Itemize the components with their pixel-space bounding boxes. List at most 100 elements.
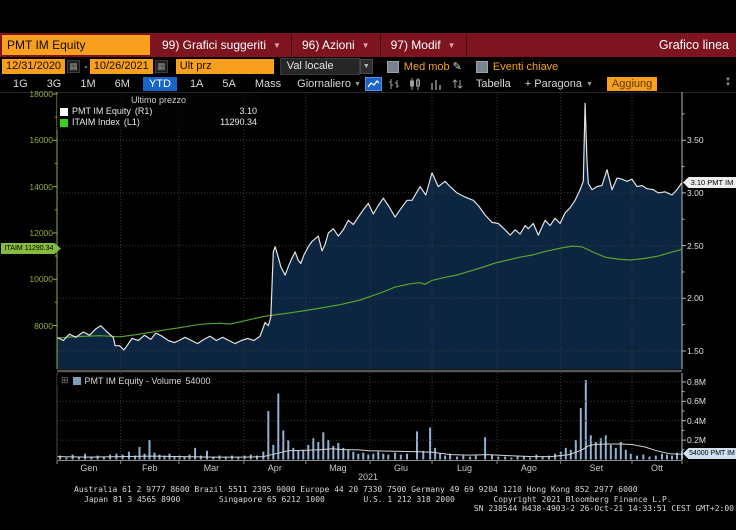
price-field-select[interactable]: Ult prz [175, 59, 274, 74]
x-axis-month-label: Lug [456, 463, 473, 473]
y-axis-left-tick-label: 8000 [34, 320, 53, 331]
up-down-arrows-icon[interactable] [449, 77, 466, 91]
x-axis-month-label: Ago [520, 463, 537, 473]
med-mob-label: Med mob [403, 60, 450, 73]
frequency-label: Giornaliero [297, 78, 351, 90]
range-button-mass[interactable]: Mass [254, 78, 282, 90]
y-axis-right-tick-label: 2.00 [687, 293, 704, 304]
main-chart-legend: Ultimo prezzo PMT IM Equity (R1) 3.10 IT… [57, 94, 261, 130]
eventi-chiave-checkbox[interactable] [475, 60, 488, 73]
price-last-value-badge: 3.10 PMT IM [683, 177, 736, 188]
index-series-name: ITAIM Index [72, 117, 120, 127]
med-mob-checkbox[interactable] [386, 60, 399, 73]
bar-chart-icon[interactable] [428, 77, 445, 91]
x-axis-month-label: Giu [394, 463, 409, 473]
chevron-down-icon: ▼ [585, 80, 593, 88]
y-axis-left-tick-label: 18000 [29, 89, 53, 99]
footer: Australia 61 2 9777 8600 Brazil 5511 239… [0, 485, 736, 514]
ohlc-chart-icon[interactable] [386, 77, 403, 91]
calendar-icon[interactable]: ▦ [154, 60, 168, 73]
x-axis-month-label: Ott [650, 463, 664, 473]
tabella-button[interactable]: Tabella [475, 78, 511, 90]
index-last-value-badge: ITAIM 11290.34 [1, 243, 61, 254]
footer-session-info: SN 238544 H438-4903-2 26-Oct-21 14:33:51… [473, 504, 734, 513]
menu-item[interactable]: 96) Azioni ▼ [292, 33, 381, 57]
volume-axis-tick-label: 0.2M [687, 435, 706, 446]
chevron-down-icon: ▼ [361, 40, 370, 50]
expand-toolbar-icon[interactable]: ▼ ▼ [725, 77, 731, 88]
y-axis-right-tick-label: 1.50 [687, 346, 704, 356]
chevron-down-icon[interactable]: ▼ [359, 59, 373, 74]
paragona-label: + Paragona [524, 78, 582, 90]
x-axis-month-label: Set [589, 463, 604, 473]
volume-last-value-badge: 54000 PMT IM [683, 448, 736, 459]
end-date-input[interactable]: 10/26/2021 [89, 59, 153, 74]
range-buttons: 1G 3G 1M 6M YTD 1A 5A Mass [0, 77, 287, 91]
line-chart-icon[interactable] [364, 77, 382, 91]
legend-header: Ultimo prezzo [130, 95, 186, 105]
paragona-button[interactable]: + Paragona ▼ [525, 78, 593, 90]
pencil-edit-icon[interactable]: ✎ [452, 61, 462, 73]
menu-item[interactable]: 97) Modif ▼ [381, 33, 467, 57]
index-series-axis: (L1) [123, 117, 140, 127]
y-axis-left-tick-label: 12000 [29, 227, 53, 238]
volume-axis-tick-label: 0.8M [687, 376, 706, 387]
currency-select[interactable]: Val locale [279, 58, 360, 75]
volume-legend[interactable]: ⊞ PMT IM Equity - Volume 54000 [57, 375, 215, 386]
volume-axis-tick-label: 0.6M [687, 396, 706, 407]
chevron-down-icon: ▼ [353, 80, 361, 88]
volume-series-value: 54000 [185, 375, 211, 386]
calendar-icon[interactable]: ▦ [67, 60, 81, 73]
date-range-separator: - [84, 60, 88, 73]
range-button-ytd[interactable]: YTD [142, 77, 177, 91]
footer-phone-copyright: Japan 81 3 4565 8900 Singapore 65 6212 1… [84, 494, 672, 504]
chevron-down-icon: ▼ [447, 40, 456, 50]
volume-series-name: PMT IM Equity - Volume [84, 375, 182, 386]
candlestick-chart-icon[interactable] [407, 77, 424, 91]
menu-bar: 99) Grafici suggeriti ▼ 96) Azioni ▼ 97) Mod… [152, 33, 467, 57]
y-axis-left-tick-label: 16000 [29, 135, 53, 146]
menu-item[interactable]: 99) Grafici suggeriti ▼ [152, 33, 292, 57]
expand-panel-icon[interactable]: ⊞ [61, 375, 69, 385]
x-axis-month-label: Mar [203, 463, 220, 473]
chevron-down-icon: ▼ [273, 40, 281, 50]
price-series-value: 3.10 [239, 106, 257, 116]
security-ticker-field[interactable]: PMT IM Equity [2, 35, 150, 55]
price-series-swatch [60, 107, 68, 116]
eventi-chiave-label: Eventi chiave [492, 60, 559, 73]
chart-type-title: Grafico linea [658, 38, 729, 52]
x-axis-month-label: Feb [142, 463, 158, 473]
y-axis-left-tick-label: 10000 [29, 274, 53, 285]
frequency-select[interactable]: Giornaliero ▼ [297, 78, 361, 90]
x-axis-month-label: Gen [80, 463, 98, 473]
aggiung-button[interactable]: Aggiung [606, 77, 658, 91]
range-button-1g[interactable]: 1G [13, 78, 28, 90]
period-bar: 1G 3G 1M 6M YTD 1A 5A Mass Giornaliero ▼ [0, 76, 736, 93]
price-series-axis: (R1) [134, 106, 153, 116]
range-button-3g[interactable]: 3G [46, 78, 62, 90]
y-axis-right-tick-label: 3.50 [687, 135, 704, 146]
y-axis-right-tick-label: 3.00 [687, 187, 704, 198]
start-date-input[interactable]: 12/31/2020 [2, 59, 66, 74]
range-button-1m[interactable]: 1M [80, 78, 96, 90]
range-button-6m[interactable]: 6M [114, 78, 130, 90]
volume-series-swatch [72, 376, 81, 385]
legend-row-index[interactable]: ITAIM Index (L1) 11290.34 [60, 117, 257, 128]
range-button-5a[interactable]: 5A [222, 78, 236, 90]
footer-phone-numbers: Australia 61 2 9777 8600 Brazil 5511 239… [74, 485, 638, 494]
range-button-1a[interactable]: 1A [189, 78, 204, 90]
index-series-swatch [60, 118, 68, 127]
y-axis-left-tick-label: 14000 [29, 181, 53, 192]
volume-axis-tick-label: 0.4M [687, 415, 706, 426]
toolbar: 12/31/2020 ▦ - 10/26/2021 ▦ Ult prz Val … [0, 57, 736, 76]
index-series-value: 11290.34 [220, 117, 257, 127]
x-axis-month-label: Apr [267, 463, 282, 473]
legend-row-price[interactable]: PMT IM Equity (R1) 3.10 [60, 106, 257, 117]
y-axis-right-tick-label: 2.50 [687, 240, 704, 251]
x-axis-month-label: Mag [329, 463, 347, 473]
price-series-name: PMT IM Equity [72, 106, 131, 116]
x-axis-year-label: 2021 [357, 472, 379, 482]
